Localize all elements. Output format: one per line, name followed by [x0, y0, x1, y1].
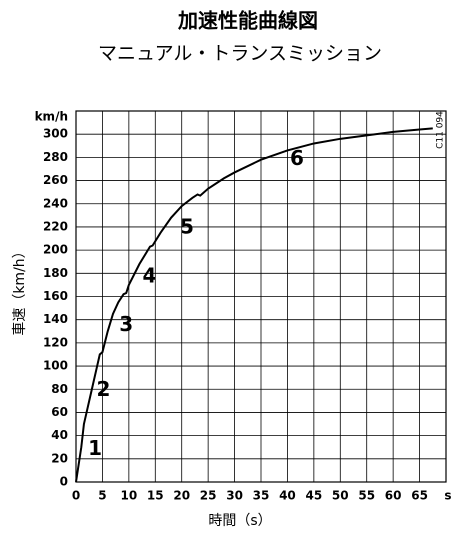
y-unit: km/h [35, 110, 68, 124]
x-tick-label: 5 [98, 489, 106, 503]
x-tick-label: 45 [306, 489, 323, 503]
y-tick-label: 100 [43, 359, 68, 373]
x-tick-label: 30 [226, 489, 243, 503]
y-tick-label: 180 [43, 266, 68, 280]
y-tick-label: 200 [43, 243, 68, 257]
x-tick-label: 50 [332, 489, 349, 503]
x-axis-label: 時間（s） [208, 513, 271, 529]
y-tick-label: 40 [51, 428, 68, 442]
y-tick-label: 300 [43, 127, 68, 141]
x-tick-label: 0 [72, 489, 80, 503]
y-tick-label: 260 [43, 173, 68, 187]
code-label: C11 094 [436, 111, 446, 149]
y-tick-label: 80 [51, 382, 68, 396]
x-tick-label: 35 [253, 489, 270, 503]
gear-label: 3 [119, 312, 133, 336]
x-tick-label: 10 [121, 489, 138, 503]
y-tick-label: 240 [43, 196, 68, 210]
gear-label: 5 [180, 215, 194, 239]
x-tick-label: 40 [279, 489, 296, 503]
y-tick-label: 220 [43, 219, 68, 233]
gear-label: 4 [143, 263, 157, 287]
y-tick-label: 160 [43, 289, 68, 303]
chart-title: 加速性能曲線図 [177, 9, 318, 33]
y-tick-label: 60 [51, 405, 68, 419]
x-tick-label: 60 [385, 489, 402, 503]
chart-subtitle: マニュアル・トランスミッション [98, 43, 382, 65]
x-tick-label: 25 [200, 489, 217, 503]
y-tick-label: 140 [43, 312, 68, 326]
x-tick-label: 55 [358, 489, 375, 503]
y-axis-label: 車速（km/h） [11, 244, 28, 335]
y-tick-label: 20 [51, 451, 68, 465]
gear-label: 6 [290, 146, 304, 170]
line [75, 127, 433, 483]
x-unit: s [444, 489, 451, 503]
x-tick-label: 20 [173, 489, 190, 503]
y-tick-label: 120 [43, 335, 68, 349]
y-tick-label: 0 [60, 475, 68, 489]
x-tick-label: 15 [147, 489, 164, 503]
gear-label: 2 [97, 377, 111, 401]
gear-label: 1 [88, 436, 102, 460]
y-tick-label: 280 [43, 150, 68, 164]
x-tick-label: 65 [411, 489, 428, 503]
